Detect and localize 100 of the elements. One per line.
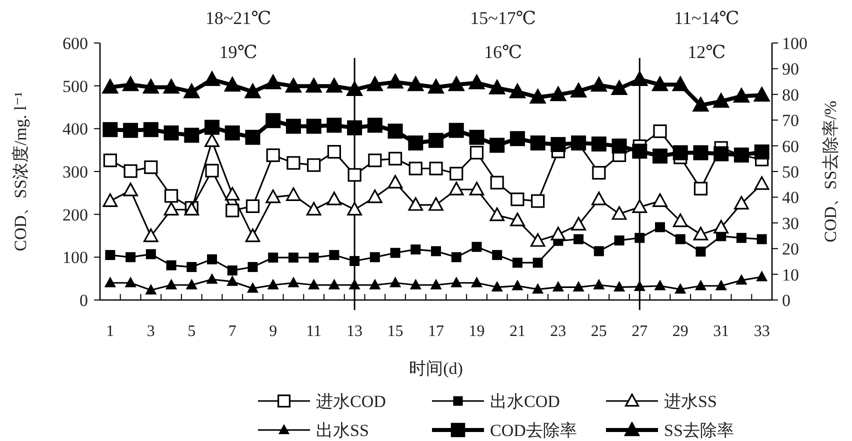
y-tick-label: 100 <box>62 248 88 268</box>
point <box>450 166 464 180</box>
point <box>490 207 504 222</box>
point <box>654 280 666 290</box>
legend-label: SS去除率 <box>664 421 734 440</box>
point <box>224 186 240 201</box>
point <box>652 193 668 207</box>
point <box>428 78 444 94</box>
point <box>756 234 767 244</box>
y-tick-label: 600 <box>62 34 88 53</box>
x-axis-title: 时间(d) <box>409 359 463 378</box>
point <box>105 250 116 260</box>
point <box>754 176 770 190</box>
point <box>450 277 462 288</box>
point <box>694 182 708 196</box>
point <box>674 284 686 294</box>
point <box>512 258 522 268</box>
x-tick-label: 23 <box>550 323 566 340</box>
point <box>634 232 645 243</box>
point <box>509 83 526 98</box>
point <box>655 222 665 232</box>
legend-label: COD去除率 <box>490 421 577 440</box>
point <box>285 78 302 93</box>
y2-tick-label: 10 <box>782 265 799 284</box>
point <box>186 262 197 272</box>
point <box>712 92 730 108</box>
x-tick-label: 21 <box>509 323 526 340</box>
point <box>532 258 543 268</box>
point <box>754 86 770 102</box>
point <box>570 82 587 98</box>
point <box>592 166 606 180</box>
point <box>347 202 362 216</box>
point <box>268 252 278 263</box>
y2-tick-label: 20 <box>782 240 799 259</box>
point <box>675 234 686 244</box>
point <box>124 164 138 178</box>
point <box>714 220 728 234</box>
point <box>248 262 258 272</box>
point <box>388 124 403 139</box>
point <box>471 277 482 288</box>
point <box>103 154 117 168</box>
point <box>288 252 298 263</box>
point <box>207 254 217 264</box>
point <box>695 280 706 290</box>
point <box>550 86 566 102</box>
point <box>246 199 260 213</box>
point <box>306 118 322 134</box>
point <box>264 74 282 90</box>
point <box>126 252 136 262</box>
point <box>286 156 300 170</box>
point <box>490 138 505 153</box>
x-tick-label: 3 <box>146 323 155 340</box>
point <box>346 80 363 96</box>
x-tick-label: 7 <box>228 323 236 340</box>
point <box>245 130 260 145</box>
point <box>550 137 566 152</box>
point <box>368 154 382 168</box>
point <box>166 279 177 290</box>
point <box>327 144 341 159</box>
point <box>144 228 158 242</box>
point <box>448 182 464 196</box>
point <box>388 174 403 189</box>
x-tick-label: 1 <box>106 323 114 340</box>
point <box>123 122 138 138</box>
point <box>410 244 421 254</box>
point <box>308 279 320 290</box>
point <box>144 160 158 174</box>
point <box>469 130 484 145</box>
legend-label: 进水SS <box>664 392 717 411</box>
x-tick-label: 11 <box>306 323 322 340</box>
point <box>571 216 586 231</box>
point <box>104 277 116 288</box>
point <box>468 74 485 90</box>
point <box>612 138 627 154</box>
point <box>286 187 301 201</box>
point <box>244 83 261 98</box>
point <box>247 282 258 293</box>
point <box>142 78 160 94</box>
point <box>166 260 176 270</box>
point <box>573 281 584 292</box>
point <box>146 249 156 260</box>
point <box>367 118 382 133</box>
point <box>469 182 484 196</box>
point <box>734 196 749 210</box>
point <box>204 120 220 135</box>
y2-tick-label: 30 <box>782 214 799 233</box>
point <box>574 234 584 244</box>
x-tick-label: 15 <box>387 323 404 340</box>
point <box>714 146 729 162</box>
point <box>164 189 178 203</box>
point <box>268 279 279 290</box>
text: 18~21℃ <box>205 8 272 28</box>
point <box>614 235 624 246</box>
y2-tick-label: 80 <box>782 85 799 104</box>
point <box>227 265 238 276</box>
point <box>530 135 546 150</box>
point <box>672 76 689 92</box>
point <box>490 176 504 190</box>
legend-label: 出水SS <box>316 421 369 440</box>
point <box>407 76 424 92</box>
